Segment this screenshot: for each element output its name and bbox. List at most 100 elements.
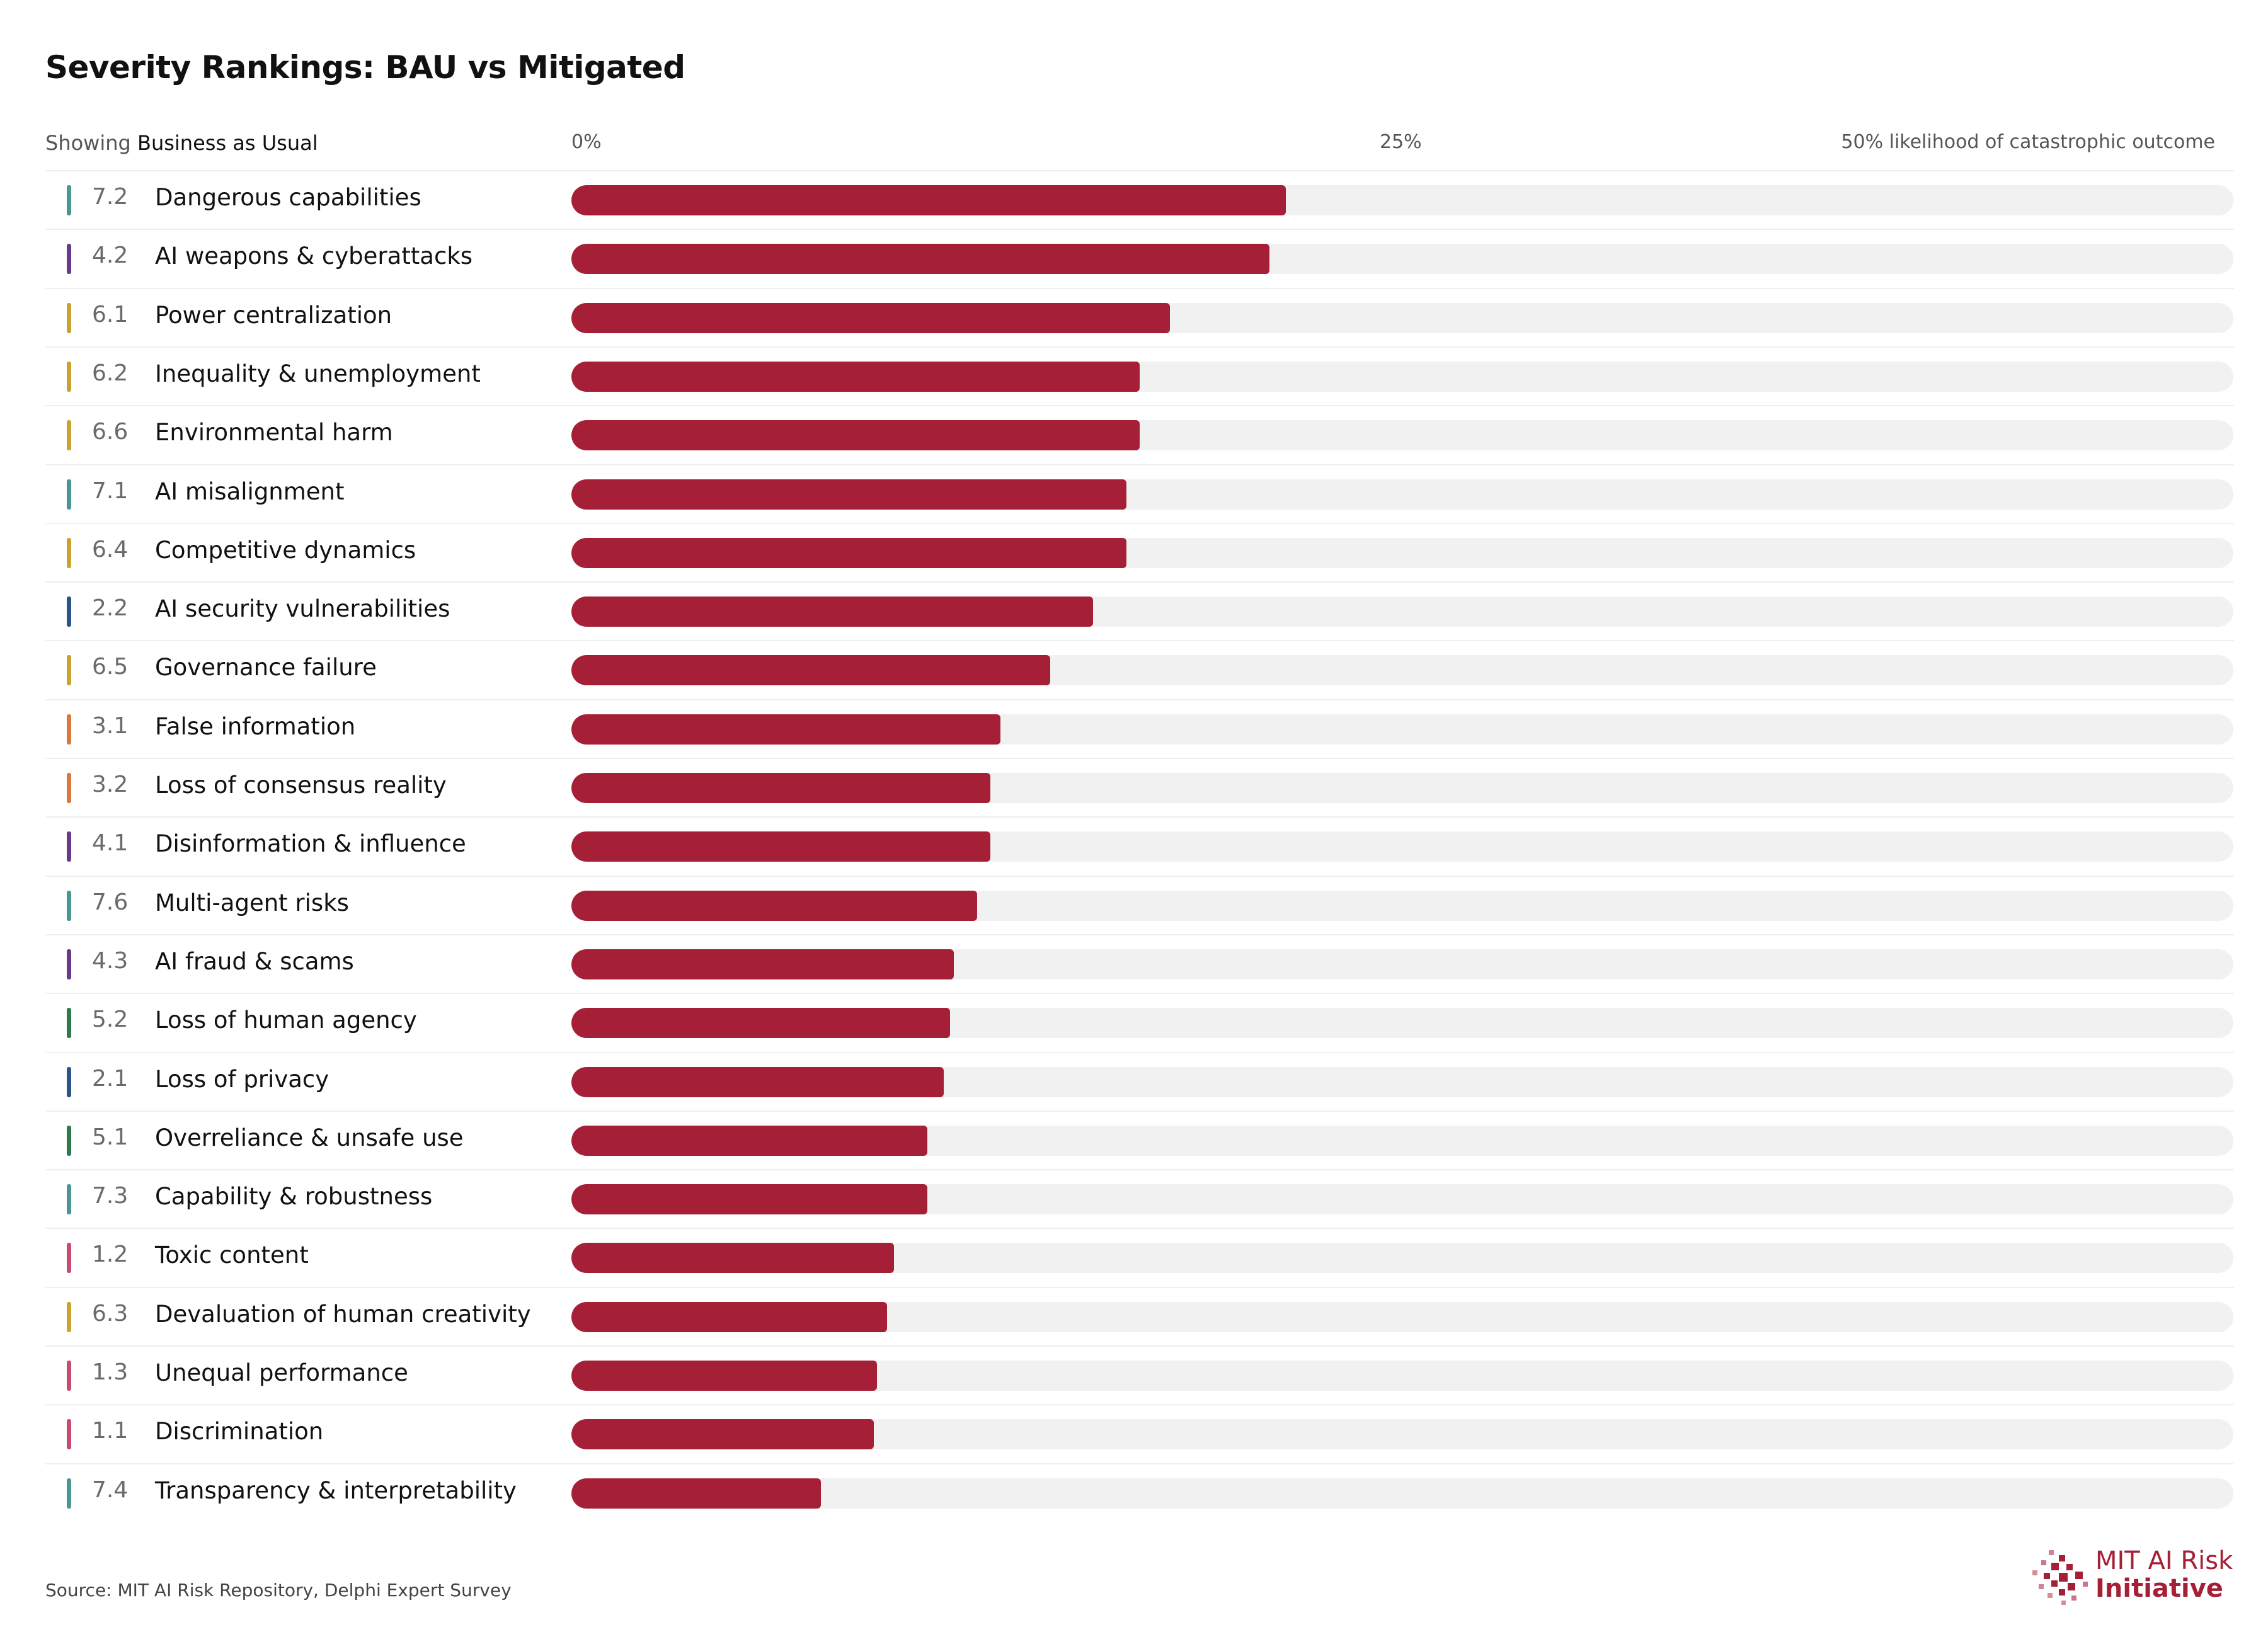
risk-label: Power centralization	[155, 301, 392, 329]
chart-row[interactable]: 4.3 AI fraud & scams	[0, 933, 2268, 993]
bar[interactable]	[571, 1301, 888, 1332]
bar[interactable]	[571, 1478, 821, 1509]
x-tick-label: 0%	[571, 131, 602, 153]
risk-label: AI security vulnerabilities	[155, 595, 450, 623]
bar[interactable]	[571, 773, 990, 803]
bar[interactable]	[571, 1008, 951, 1039]
bar[interactable]	[571, 302, 1170, 333]
bar[interactable]	[571, 185, 1286, 215]
chart-row[interactable]: 2.2 AI security vulnerabilities	[0, 581, 2268, 640]
chart-row[interactable]: 7.1 AI misalignment	[0, 464, 2268, 523]
risk-code: 7.4	[92, 1476, 129, 1503]
scenario-mode[interactable]: Business as Usual	[137, 131, 318, 155]
mit-ai-risk-initiative-logo: MIT AI Risk Initiative	[2030, 1546, 2238, 1609]
risk-label: Loss of consensus reality	[155, 772, 447, 799]
chart-row[interactable]: 3.1 False information	[0, 699, 2268, 758]
category-color-stripe	[67, 655, 71, 686]
chart-row[interactable]: 7.4 Transparency & interpretability	[0, 1463, 2268, 1522]
category-color-stripe	[67, 302, 71, 333]
risk-code: 3.1	[92, 712, 129, 739]
bar-track	[571, 1478, 2233, 1509]
risk-label: Unequal performance	[155, 1359, 408, 1386]
risk-label: Competitive dynamics	[155, 536, 416, 564]
risk-code: 5.1	[92, 1124, 129, 1150]
risk-label: Loss of human agency	[155, 1007, 417, 1034]
chart-row[interactable]: 6.4 Competitive dynamics	[0, 522, 2268, 581]
category-color-stripe	[67, 1361, 71, 1391]
row-divider	[45, 1345, 2234, 1347]
logo-text-line2: Initiative	[2095, 1574, 2223, 1603]
bar[interactable]	[571, 420, 1140, 451]
category-color-stripe	[67, 537, 71, 568]
chart-row[interactable]: 4.1 Disinformation & influence	[0, 816, 2268, 875]
risk-label: False information	[155, 712, 356, 740]
bar[interactable]	[571, 1419, 874, 1450]
bar[interactable]	[571, 831, 990, 862]
bar[interactable]	[571, 1184, 927, 1215]
bar[interactable]	[571, 1066, 944, 1097]
chart-row[interactable]: 3.2 Loss of consensus reality	[0, 758, 2268, 816]
chart-row[interactable]: 6.5 Governance failure	[0, 640, 2268, 699]
row-divider	[45, 581, 2234, 583]
risk-code: 1.1	[92, 1418, 129, 1444]
risk-code: 3.2	[92, 772, 129, 797]
chart-row[interactable]: 4.2 AI weapons & cyberattacks	[0, 229, 2268, 287]
chart-row[interactable]: 7.3 Capability & robustness	[0, 1169, 2268, 1228]
bar[interactable]	[571, 361, 1140, 392]
row-divider	[45, 993, 2234, 995]
source-note: Source: MIT AI Risk Repository, Delphi E…	[45, 1580, 512, 1601]
risk-label: Inequality & unemployment	[155, 360, 481, 387]
row-divider	[45, 1404, 2234, 1406]
chart-row[interactable]: 1.2 Toxic content	[0, 1228, 2268, 1286]
risk-label: Transparency & interpretability	[155, 1476, 517, 1504]
bar[interactable]	[571, 949, 954, 979]
risk-code: 6.6	[92, 419, 129, 445]
row-divider	[45, 1228, 2234, 1230]
category-color-stripe	[67, 773, 71, 803]
risk-label: Capability & robustness	[155, 1183, 433, 1211]
category-color-stripe	[67, 597, 71, 627]
bar[interactable]	[571, 655, 1050, 686]
category-color-stripe	[67, 1008, 71, 1039]
bar[interactable]	[571, 714, 1000, 745]
chart-row[interactable]: 7.6 Multi-agent risks	[0, 875, 2268, 934]
bar[interactable]	[571, 1243, 894, 1274]
chart-row[interactable]: 6.6 Environmental harm	[0, 405, 2268, 464]
logo-text-line1: MIT AI Risk	[2095, 1546, 2233, 1575]
risk-code: 1.2	[92, 1242, 129, 1268]
x-tick-label: 25%	[1380, 131, 1422, 153]
category-color-stripe	[67, 1066, 71, 1097]
risk-code: 6.4	[92, 536, 129, 562]
category-color-stripe	[67, 1184, 71, 1215]
risk-code: 2.1	[92, 1065, 129, 1092]
chart-row[interactable]: 2.1 Loss of privacy	[0, 1051, 2268, 1110]
risk-code: 1.3	[92, 1359, 129, 1385]
risk-code: 7.1	[92, 477, 129, 504]
bar[interactable]	[571, 890, 977, 921]
category-color-stripe	[67, 244, 71, 275]
chart-row[interactable]: 1.3 Unequal performance	[0, 1345, 2268, 1404]
bar[interactable]	[571, 1361, 878, 1391]
risk-code: 6.1	[92, 301, 129, 328]
x-tick-label: 50% likelihood of catastrophic outcome	[1841, 131, 2215, 153]
chart-row[interactable]: 6.1 Power centralization	[0, 287, 2268, 346]
chart-row[interactable]: 6.3 Devaluation of human creativity	[0, 1286, 2268, 1345]
row-divider	[45, 933, 2234, 935]
scenario-prefix: Showing	[45, 131, 131, 155]
category-color-stripe	[67, 1243, 71, 1274]
chart-row[interactable]: 6.2 Inequality & unemployment	[0, 346, 2268, 405]
chart-row[interactable]: 5.1 Overreliance & unsafe use	[0, 1110, 2268, 1169]
chart-row[interactable]: 1.1 Discrimination	[0, 1404, 2268, 1463]
risk-code: 7.3	[92, 1183, 129, 1209]
chart-row[interactable]: 7.2 Dangerous capabilities	[0, 170, 2268, 229]
bar[interactable]	[571, 537, 1127, 568]
category-color-stripe	[67, 1301, 71, 1332]
chart-row[interactable]: 5.2 Loss of human agency	[0, 993, 2268, 1051]
bar[interactable]	[571, 597, 1094, 627]
bar[interactable]	[571, 244, 1269, 275]
risk-label: Loss of privacy	[155, 1065, 329, 1093]
category-color-stripe	[67, 1478, 71, 1509]
bar[interactable]	[571, 1125, 927, 1156]
bar[interactable]	[571, 479, 1127, 510]
row-divider	[45, 522, 2234, 524]
